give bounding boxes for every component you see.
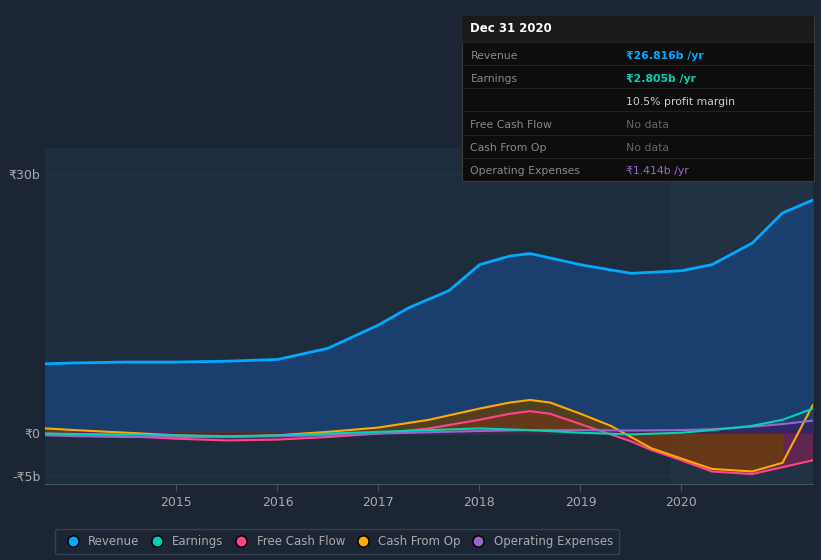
- Text: ₹26.816b /yr: ₹26.816b /yr: [626, 50, 704, 60]
- Text: 10.5% profit margin: 10.5% profit margin: [626, 97, 736, 107]
- Text: Operating Expenses: Operating Expenses: [470, 166, 580, 176]
- Text: No data: No data: [626, 120, 669, 130]
- Text: Dec 31 2020: Dec 31 2020: [470, 22, 553, 35]
- Text: Free Cash Flow: Free Cash Flow: [470, 120, 553, 130]
- Legend: Revenue, Earnings, Free Cash Flow, Cash From Op, Operating Expenses: Revenue, Earnings, Free Cash Flow, Cash …: [55, 529, 619, 554]
- Bar: [672, 148, 813, 484]
- Text: ₹2.805b /yr: ₹2.805b /yr: [626, 74, 696, 84]
- Text: Earnings: Earnings: [470, 74, 517, 84]
- Text: ₹1.414b /yr: ₹1.414b /yr: [626, 166, 689, 176]
- Text: Cash From Op: Cash From Op: [470, 143, 547, 153]
- Text: No data: No data: [626, 143, 669, 153]
- Text: Revenue: Revenue: [470, 50, 518, 60]
